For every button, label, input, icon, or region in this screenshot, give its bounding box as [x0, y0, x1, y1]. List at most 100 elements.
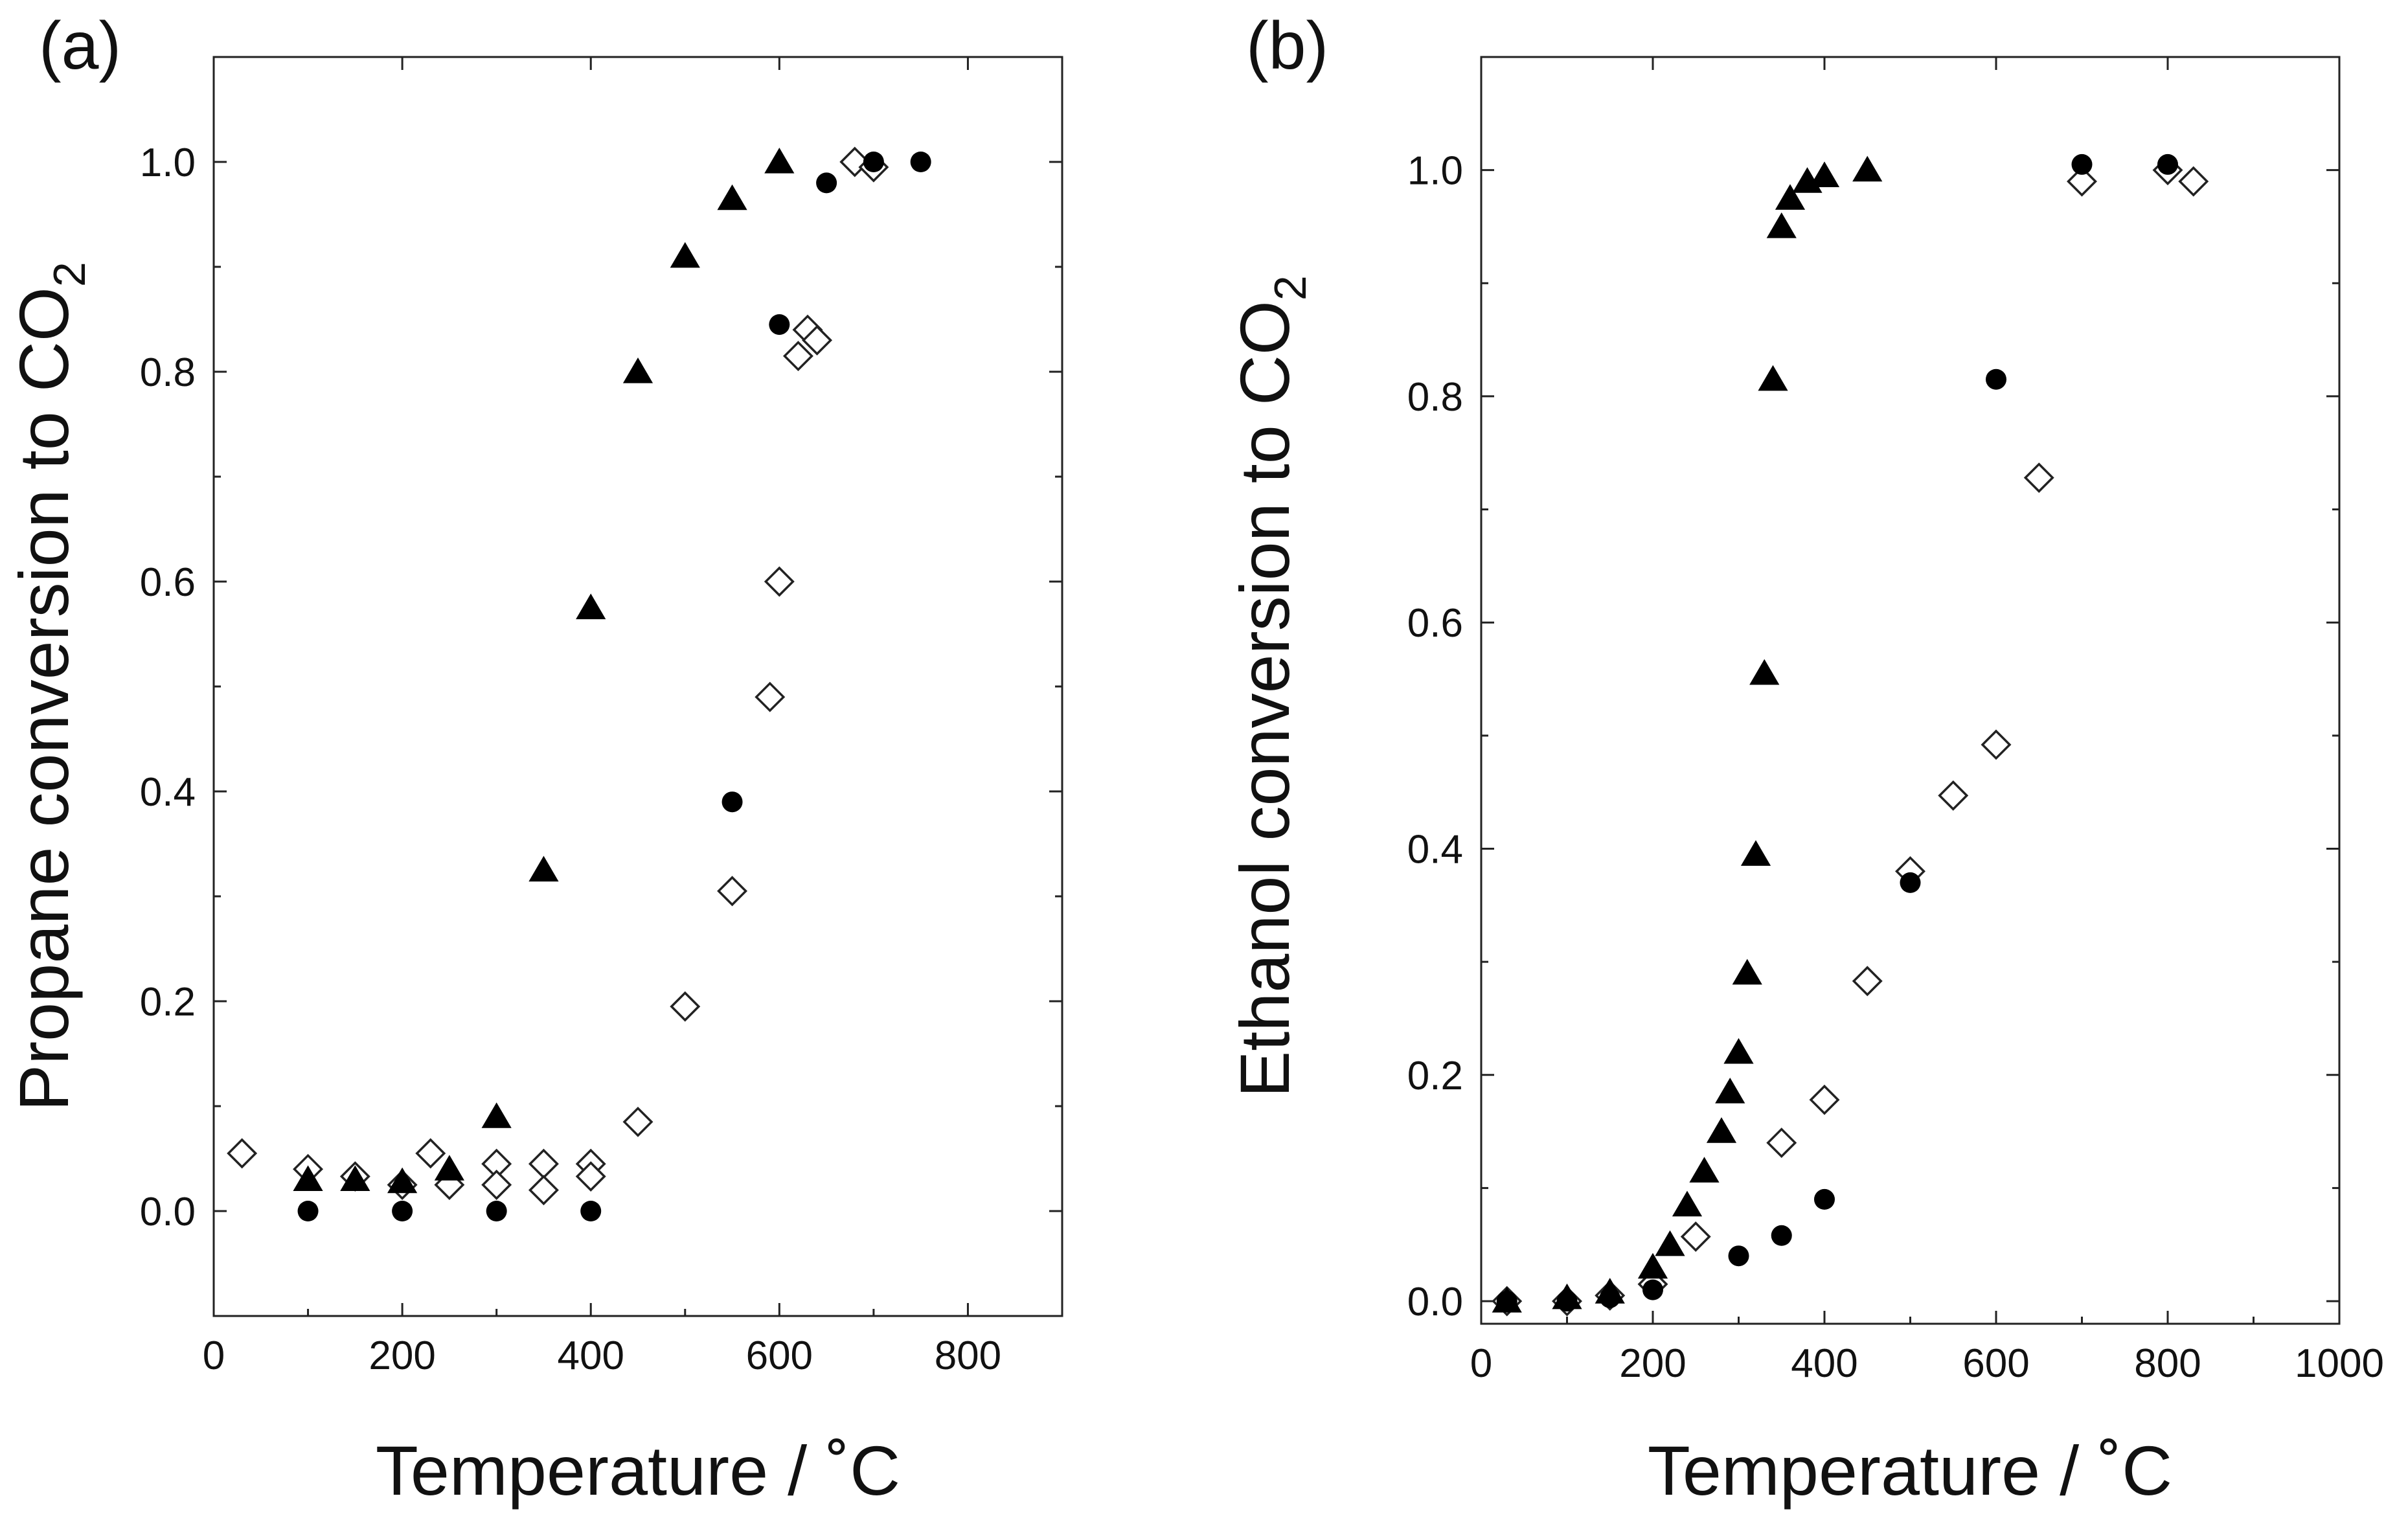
panel-a-diamond-point	[717, 876, 748, 907]
panel-a-y-tick-label: 0.8	[140, 350, 196, 395]
panel-b-triangle-point	[1637, 1253, 1668, 1279]
panel-b-x-tick-label: 200	[1619, 1341, 1686, 1386]
panel-a-x-tick-label: 0	[203, 1333, 225, 1378]
panel-a-triangle-point	[764, 148, 795, 174]
panel-b-triangle-point	[1758, 365, 1788, 391]
panel-b-triangle-point	[1706, 1117, 1737, 1143]
panel-b-diamond-point	[2023, 462, 2054, 493]
panel-a-y-axis-title: Propane conversion to CO2	[5, 262, 95, 1111]
panel-a-circle-point	[769, 314, 790, 335]
panel-b-diamond-point	[1809, 1084, 1840, 1115]
panel-b-x-tick-label: 1000	[2295, 1341, 2384, 1386]
panel-b-triangle-point	[1595, 1278, 1625, 1304]
panel-b-diamond-point	[2067, 166, 2097, 197]
panel-a-x-tick-label: 800	[935, 1333, 1001, 1378]
panel-b-circle-point	[1900, 872, 1921, 893]
panel-a-diamond-point	[755, 681, 786, 712]
panel-b-triangle-point	[1492, 1287, 1522, 1313]
panel-b-circle-point	[1642, 1279, 1663, 1300]
panel-a-circle-point	[486, 1201, 507, 1221]
panel-a-data-points	[227, 146, 931, 1221]
panel-a-triangle-point	[481, 1102, 512, 1128]
panel-a-diamond-point	[528, 1148, 559, 1179]
panel-a-x-tick-label: 600	[746, 1333, 813, 1378]
panel-b-data-points	[1492, 153, 2209, 1317]
panel-b-triangle-point	[1852, 155, 1883, 182]
panel-b-diamond-point	[1680, 1221, 1711, 1252]
panel-b-circle-point	[1728, 1245, 1749, 1267]
panel-b-diamond-point	[1766, 1128, 1797, 1159]
panel-a-y-tick-label: 0.6	[140, 560, 196, 605]
panel-b-triangle-point	[1766, 212, 1797, 238]
panel-a-diamond-point	[528, 1175, 559, 1206]
panel-b-triangle-point	[1552, 1283, 1582, 1310]
panel-a-triangle-point	[670, 242, 700, 268]
panel-a-diamond-point	[415, 1138, 446, 1169]
panel-a-x-tick-label: 400	[557, 1333, 624, 1378]
panel-a-circle-point	[863, 152, 884, 172]
panel-b-y-axis-title-subscript: 2	[1265, 275, 1315, 301]
panel-b-triangle-point	[1723, 1038, 1754, 1064]
panel-a-diamond-point	[764, 566, 795, 597]
panel-a-circle-point	[910, 152, 931, 172]
panel-b-circle-point	[1986, 369, 2006, 390]
panel-a-triangle-point	[340, 1165, 370, 1191]
panel-b-y-tick-label: 1.0	[1407, 149, 1463, 194]
panel-b-x-tick-label: 400	[1791, 1341, 1857, 1386]
panel-b-y-axis-title-group: Ethanol conversion to CO2	[1225, 275, 1315, 1098]
panel-a-triangle-point	[293, 1165, 323, 1191]
panel-b-x-tick-label: 800	[2134, 1341, 2201, 1386]
panel-a-y-tick-label: 0.4	[140, 770, 196, 815]
panel-b-circle-point	[2157, 153, 2178, 175]
panel-b-triangle-point	[1715, 1077, 1745, 1104]
panel-b-circle-point	[1814, 1188, 1835, 1210]
panel-a-y-axis-title-group: Propane conversion to CO2	[5, 262, 95, 1111]
panel-b-triangle-point	[1655, 1230, 1685, 1256]
panel-a-diamond-point	[782, 341, 813, 372]
panel-b-circle-point	[2071, 153, 2093, 175]
panel-a-label: (a)	[39, 8, 121, 84]
panel-b-triangle-point	[1672, 1190, 1703, 1217]
panel-b-y-axis-title-main: Ethanol conversion to CO	[1225, 301, 1304, 1098]
panel-a-triangle-point	[434, 1155, 464, 1181]
panel-a-x-tick-label: 200	[369, 1333, 435, 1378]
panel-a-triangle-point	[528, 856, 559, 882]
panel-b-triangle-point	[1689, 1157, 1720, 1183]
panel-b-y-axis-title: Ethanol conversion to CO2	[1225, 275, 1315, 1098]
panel-a-y-axis-title-subscript: 2	[44, 262, 95, 287]
panel-a-diamond-point	[575, 1161, 606, 1192]
panel-b-y-tick-label: 0.4	[1407, 828, 1463, 872]
panel-a-triangle-point	[576, 593, 606, 620]
panel-a-diamond-point	[670, 991, 701, 1022]
panel-b-ticks: 0 200 400 600 800 1000 0.0 0.2 0.4 0.6 0.8 1.0	[1407, 57, 2384, 1386]
panel-b-triangle-point	[1809, 161, 1840, 187]
panel-a-circle-point	[297, 1201, 319, 1221]
panel-b-diamond-point	[1938, 780, 1969, 811]
panel-a-x-axis-title: Temperature / ˚C	[376, 1431, 900, 1510]
panel-a-triangle-point	[387, 1167, 418, 1194]
panel-a-diamond-point	[802, 324, 833, 356]
panel-b-triangle-point	[1775, 184, 1806, 210]
panel-b-y-tick-label: 0.8	[1407, 375, 1463, 420]
panel-b-label: (b)	[1246, 8, 1328, 84]
panel-b-circle-point	[1771, 1225, 1792, 1246]
panel-b-y-tick-label: 0.0	[1407, 1280, 1463, 1324]
panel-a-ticks: 0 200 400 600 800 0.0 0.2 0.4 0.6 0.8 1.0	[140, 57, 1062, 1378]
panel-b-triangle-point	[1740, 840, 1771, 866]
panel-b-y-tick-label: 0.6	[1407, 601, 1463, 646]
panel-a-triangle-point	[717, 184, 747, 210]
panel-a-circle-point	[721, 791, 743, 813]
panel-b-triangle-point	[1732, 958, 1762, 985]
panel-b-plot-frame	[1480, 56, 2341, 1325]
panel-a-y-tick-label: 1.0	[140, 141, 196, 185]
panel-a-y-tick-label: 0.2	[140, 980, 196, 1025]
panel-b-diamond-point	[2178, 166, 2209, 197]
panel-b-x-axis-title: Temperature / ˚C	[1648, 1431, 2172, 1510]
panel-a-diamond-point	[227, 1138, 258, 1169]
panel-b-x-tick-label: 600	[1962, 1341, 2029, 1386]
panel-b-triangle-point	[1749, 659, 1780, 685]
panel-b-diamond-point	[1852, 966, 1883, 997]
panel-a-y-axis-title-main: Propane conversion to CO	[5, 287, 83, 1111]
